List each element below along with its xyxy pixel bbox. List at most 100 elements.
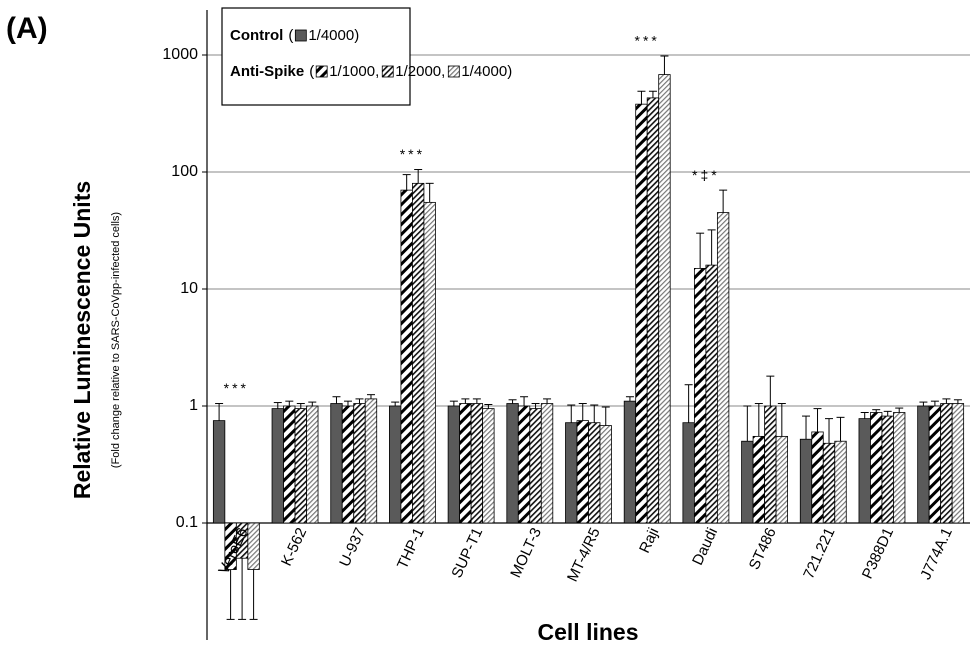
bar xyxy=(623,400,637,524)
error-bar xyxy=(520,396,529,406)
bar xyxy=(658,74,671,524)
error-bar xyxy=(531,403,540,409)
bar xyxy=(811,431,824,524)
error-bar xyxy=(508,399,517,404)
error-bar xyxy=(707,229,716,266)
error-bar xyxy=(296,403,305,409)
bar xyxy=(940,403,953,524)
error-bar xyxy=(930,400,939,406)
bar xyxy=(364,398,378,524)
error-bar xyxy=(825,418,834,444)
error-bar xyxy=(754,403,763,437)
x-tick-label: Daudi xyxy=(689,525,721,568)
legend-punct: ( xyxy=(288,27,293,44)
x-tick-label: SUP-T1 xyxy=(448,525,486,581)
x-tick-label: 721.221 xyxy=(800,525,838,581)
bar xyxy=(599,425,612,524)
x-tick-label: K-562 xyxy=(278,525,310,568)
y-tick-label: 0.1 xyxy=(176,514,198,531)
legend: Control(1/4000)Anti-Spike(1/1000, 1/2000,… xyxy=(221,7,512,106)
error-bar xyxy=(343,400,352,406)
error-bar xyxy=(802,415,811,440)
x-tick-label: MT-4/R5 xyxy=(564,525,604,584)
error-bar xyxy=(813,408,822,432)
legend-swatch xyxy=(294,29,307,42)
bar xyxy=(893,412,906,524)
legend-punct: ( xyxy=(309,63,314,80)
error-bar xyxy=(308,401,317,406)
error-bar xyxy=(332,396,341,404)
bar xyxy=(517,405,531,524)
error-bar xyxy=(226,569,235,620)
error-bar xyxy=(461,398,470,404)
bar xyxy=(646,97,660,524)
significance-label: *** xyxy=(400,146,425,162)
y-tick-label: 100 xyxy=(171,163,198,180)
error-bar xyxy=(860,411,869,419)
error-bar xyxy=(543,398,552,404)
y-tick-label: 1 xyxy=(189,397,198,414)
bar xyxy=(565,422,578,524)
error-bar xyxy=(648,90,657,98)
bar xyxy=(389,405,402,524)
error-bar xyxy=(625,396,634,402)
error-bar xyxy=(777,403,786,437)
bar xyxy=(283,405,296,524)
error-bar xyxy=(637,90,646,105)
significance-label: *** xyxy=(224,380,249,396)
error-bar xyxy=(484,403,493,409)
bar xyxy=(247,522,260,570)
legend-box xyxy=(221,7,411,106)
bar xyxy=(400,189,413,524)
error-bar xyxy=(601,406,610,426)
legend-label: 1/4000 xyxy=(308,27,354,44)
bar xyxy=(540,403,554,524)
y-axis-label: Relative Luminescence Units xyxy=(69,181,95,499)
bar xyxy=(682,422,695,524)
error-bar xyxy=(836,416,845,442)
panel-label: (A) xyxy=(6,12,48,45)
bar xyxy=(506,403,519,524)
error-bar xyxy=(366,394,375,399)
x-tick-label: Raji xyxy=(636,525,662,556)
legend-punct: ) xyxy=(354,27,359,44)
error-bar xyxy=(414,169,423,184)
error-bar xyxy=(215,403,224,421)
error-bar xyxy=(449,400,458,406)
bar xyxy=(705,264,718,524)
bar xyxy=(576,420,589,524)
y-axis-sublabel: (Fold change relative to SARS-CoVpp-infe… xyxy=(110,212,122,468)
bar xyxy=(423,201,436,524)
legend-label: 1/2000 xyxy=(395,63,441,80)
legend-punct: ) xyxy=(507,63,512,80)
legend-label: 1/1000 xyxy=(329,63,375,80)
legend-label: 1/4000 xyxy=(461,63,507,80)
bar xyxy=(330,403,343,524)
legend-swatch xyxy=(381,65,394,78)
bar xyxy=(588,422,601,524)
significance-label: *‡* xyxy=(692,167,720,183)
error-bar xyxy=(766,375,775,406)
bar xyxy=(294,408,307,524)
x-tick-label: MOLT-3 xyxy=(507,525,545,580)
bar xyxy=(693,267,707,524)
bar xyxy=(858,418,871,524)
legend-group-label: Anti-Spike xyxy=(230,63,304,80)
error-bar xyxy=(249,569,258,620)
error-bar xyxy=(285,400,294,406)
bar xyxy=(716,212,730,524)
bar xyxy=(799,438,813,524)
bar xyxy=(881,415,894,524)
bar xyxy=(741,440,754,524)
significance-label: *** xyxy=(635,33,660,49)
y-tick-label: 10 xyxy=(180,280,198,297)
error-bar xyxy=(590,404,599,423)
error-bar xyxy=(425,182,434,203)
y-tick-label: 1000 xyxy=(162,46,198,63)
legend-swatch xyxy=(315,65,328,78)
bar xyxy=(412,182,425,524)
error-bar xyxy=(919,401,928,406)
bar xyxy=(306,405,319,524)
error-bar xyxy=(578,403,587,421)
